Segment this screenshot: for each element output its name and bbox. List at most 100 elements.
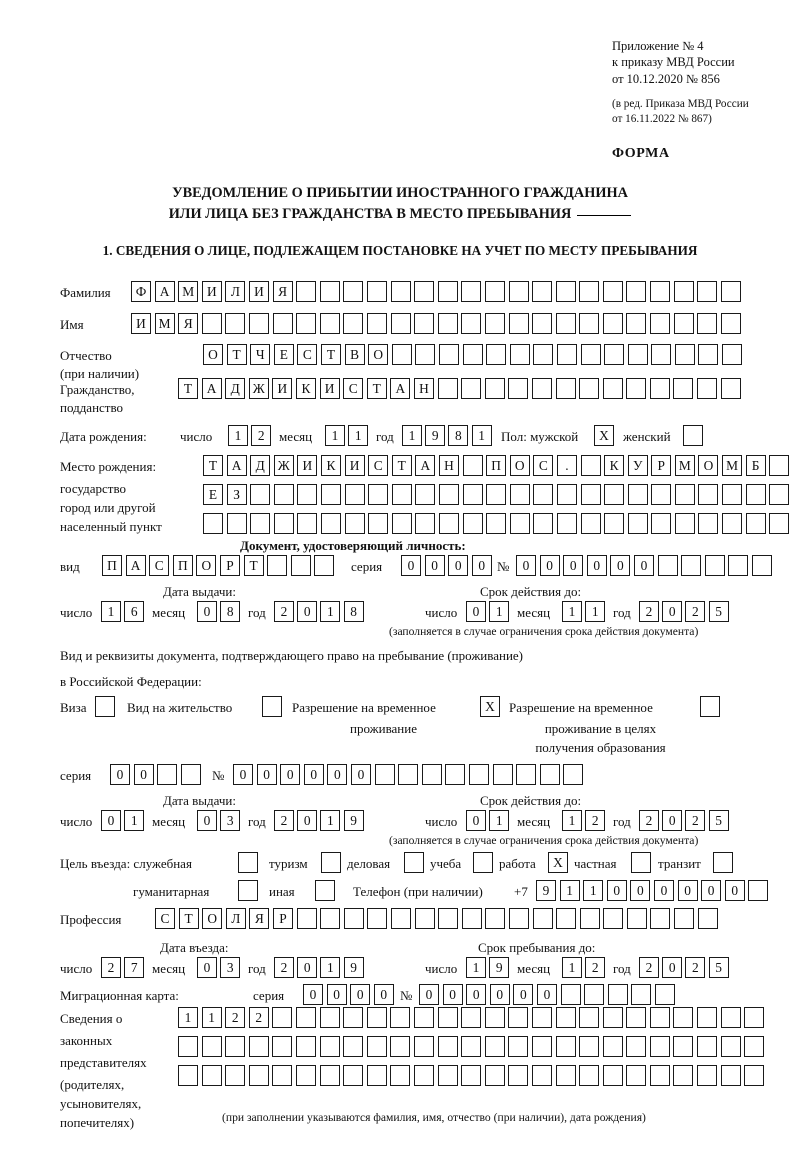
char-cell[interactable] — [390, 1065, 411, 1086]
char-cell[interactable] — [343, 1007, 364, 1028]
char-cell[interactable] — [697, 313, 718, 334]
char-cell[interactable] — [532, 313, 553, 334]
char-cell[interactable] — [744, 1036, 765, 1057]
char-cell[interactable] — [484, 281, 505, 302]
char-cell[interactable]: 1 — [320, 957, 341, 978]
char-cell[interactable] — [532, 281, 553, 302]
char-cell[interactable] — [650, 313, 671, 334]
char-cell[interactable] — [769, 484, 790, 505]
char-cell[interactable]: 2 — [685, 601, 706, 622]
char-cell[interactable] — [602, 1007, 623, 1028]
char-cell[interactable] — [579, 313, 600, 334]
char-cell[interactable] — [296, 908, 317, 929]
char-cell[interactable] — [626, 908, 647, 929]
char-cell[interactable]: 0 — [662, 601, 683, 622]
checkbox-purpose-business[interactable] — [404, 852, 424, 873]
char-cell[interactable] — [203, 513, 223, 534]
char-cell[interactable] — [390, 908, 411, 929]
char-cell[interactable]: 1 — [178, 1007, 198, 1028]
char-cell[interactable] — [343, 281, 364, 302]
char-cell[interactable]: 0 — [466, 810, 486, 831]
char-cell[interactable]: 0 — [373, 984, 394, 1005]
char-cell[interactable]: Я — [272, 281, 293, 302]
char-cell[interactable] — [486, 484, 507, 505]
char-cell[interactable] — [461, 281, 482, 302]
char-cell[interactable]: 1 — [583, 880, 604, 901]
char-cell[interactable] — [704, 555, 725, 576]
char-cell[interactable] — [555, 1036, 576, 1057]
char-cell[interactable] — [413, 1007, 434, 1028]
char-cell[interactable]: Т — [178, 378, 198, 399]
char-cell[interactable]: Т — [203, 455, 223, 476]
char-cell[interactable]: 0 — [516, 555, 536, 576]
char-cell[interactable]: Ф — [131, 281, 151, 302]
char-cell[interactable] — [319, 1065, 340, 1086]
char-cell[interactable]: Е — [203, 484, 223, 505]
char-cell[interactable]: 0 — [297, 810, 318, 831]
char-cell[interactable] — [697, 1036, 718, 1057]
char-cell[interactable] — [563, 764, 584, 785]
birth-place-line-3-boxes[interactable] — [203, 513, 790, 534]
char-cell[interactable] — [649, 1007, 670, 1028]
char-cell[interactable] — [368, 484, 389, 505]
checkbox-sex-female[interactable] — [683, 425, 703, 446]
char-cell[interactable]: 0 — [280, 764, 301, 785]
char-cell[interactable]: 1 — [325, 425, 345, 446]
char-cell[interactable] — [201, 313, 222, 334]
char-cell[interactable] — [584, 984, 605, 1005]
char-cell[interactable] — [649, 1065, 670, 1086]
checkbox-purpose-work[interactable]: X — [548, 852, 568, 873]
char-cell[interactable] — [438, 513, 459, 534]
char-cell[interactable] — [461, 313, 482, 334]
char-cell[interactable]: О — [196, 555, 217, 576]
char-cell[interactable] — [390, 313, 411, 334]
char-cell[interactable] — [698, 513, 719, 534]
char-cell[interactable]: Я — [249, 908, 270, 929]
char-cell[interactable] — [626, 1007, 647, 1028]
char-cell[interactable]: 2 — [274, 957, 294, 978]
char-cell[interactable] — [654, 984, 675, 1005]
char-cell[interactable]: Ч — [250, 344, 271, 365]
char-cell[interactable] — [722, 484, 743, 505]
char-cell[interactable]: 0 — [471, 555, 492, 576]
char-cell[interactable] — [531, 1036, 552, 1057]
char-cell[interactable] — [421, 764, 442, 785]
char-cell[interactable] — [769, 513, 790, 534]
char-cell[interactable] — [248, 1036, 269, 1057]
char-cell[interactable]: 0 — [448, 555, 469, 576]
char-cell[interactable]: 0 — [466, 984, 487, 1005]
char-cell[interactable]: 1 — [101, 601, 121, 622]
char-cell[interactable] — [178, 1036, 198, 1057]
char-cell[interactable] — [626, 1065, 647, 1086]
char-cell[interactable] — [415, 344, 436, 365]
char-cell[interactable]: М — [674, 455, 695, 476]
char-cell[interactable]: 0 — [677, 880, 698, 901]
char-cell[interactable] — [509, 484, 530, 505]
char-cell[interactable] — [673, 1065, 694, 1086]
char-cell[interactable] — [461, 1007, 482, 1028]
checkbox-purpose-other[interactable] — [315, 880, 335, 901]
char-cell[interactable] — [366, 1036, 387, 1057]
char-cell[interactable] — [516, 764, 537, 785]
char-cell[interactable] — [250, 513, 271, 534]
char-cell[interactable] — [462, 455, 483, 476]
char-cell[interactable]: 2 — [251, 425, 272, 446]
char-cell[interactable] — [462, 513, 483, 534]
char-cell[interactable]: 0 — [662, 957, 683, 978]
char-cell[interactable]: 0 — [539, 555, 560, 576]
char-cell[interactable] — [531, 1065, 552, 1086]
char-cell[interactable] — [650, 908, 671, 929]
char-cell[interactable] — [533, 513, 554, 534]
char-cell[interactable]: 6 — [124, 601, 145, 622]
char-cell[interactable]: Н — [438, 455, 459, 476]
char-cell[interactable] — [560, 984, 581, 1005]
